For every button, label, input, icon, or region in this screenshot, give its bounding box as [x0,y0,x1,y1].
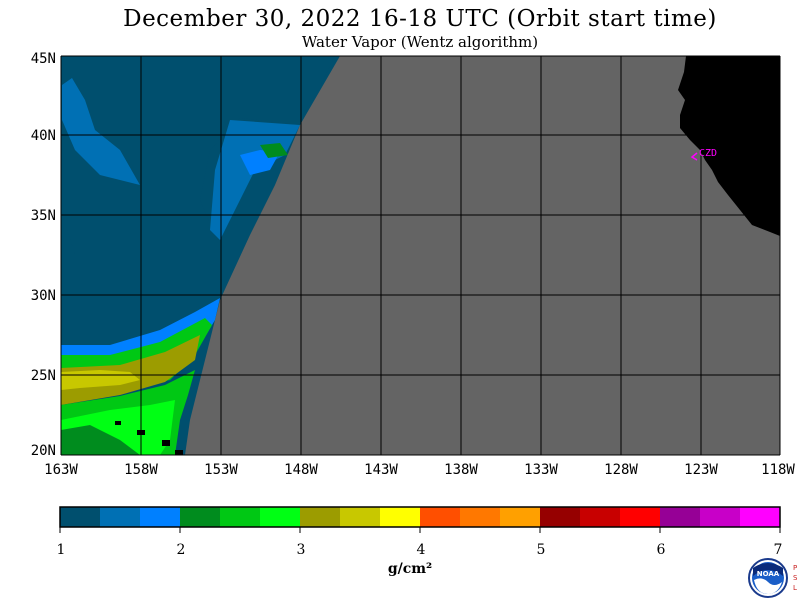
colorbar-unit-label: g/cm² [387,561,433,577]
colorbar-cell [180,507,221,527]
colorbar-cell [60,507,101,527]
psl-s: S [793,574,798,582]
lon-label: 163W [44,462,78,478]
station-label: CZD [699,148,717,159]
colorbar-cell [300,507,341,527]
map-subtitle: Water Vapor (Wentz algorithm) [301,33,539,51]
colorbar [60,507,781,527]
lon-label: 118W [761,462,795,478]
lon-label: 143W [364,462,398,478]
colorbar-cell [580,507,621,527]
station-marker: CZD [690,148,717,161]
colorbar-tick-label: 3 [297,542,306,558]
colorbar-cell [500,507,541,527]
lon-label: 133W [524,462,558,478]
colorbar-ticks [59,527,781,533]
colorbar-cell [380,507,421,527]
psl-p: P [793,564,797,572]
logo-text: NOAA [757,570,780,578]
colorbar-tick-label: 6 [657,542,666,558]
lat-label: 25N [31,368,56,384]
colorbar-cell [220,507,261,527]
lon-label: 153W [204,462,238,478]
colorbar-cell [740,507,781,527]
colorbar-tick-label: 4 [417,542,426,558]
longitude-labels: 163W 158W 153W 148W 143W 138W 133W 128W … [44,462,795,478]
colorbar-cell [660,507,701,527]
colorbar-cell [140,507,181,527]
lon-label: 128W [604,462,638,478]
colorbar-tick-label: 7 [774,542,783,558]
colorbar-cell [540,507,581,527]
lat-label: 20N [31,443,56,459]
noaa-logo: NOAA P S L [748,558,798,598]
colorbar-cell [340,507,381,527]
colorbar-labels: 1 2 3 4 5 6 7 [57,542,783,558]
psl-l: L [793,584,797,592]
map-title: December 30, 2022 16-18 UTC (Orbit start… [123,6,717,32]
colorbar-cell [620,507,661,527]
colorbar-cell [700,507,741,527]
colorbar-cell [420,507,461,527]
colorbar-cell [100,507,141,527]
colorbar-cell [260,507,301,527]
lat-label: 45N [31,51,56,67]
lat-label: 40N [31,128,56,144]
lon-label: 123W [684,462,718,478]
graticule [60,55,781,456]
colorbar-tick-label: 2 [177,542,186,558]
lon-label: 158W [124,462,158,478]
colorbar-tick-label: 5 [537,542,546,558]
lat-label: 35N [31,208,56,224]
colorbar-cell [460,507,501,527]
latitude-labels: 45N 40N 35N 30N 25N 20N [31,51,56,459]
lat-label: 30N [31,288,56,304]
water-vapor-field [61,56,780,455]
lon-label: 148W [284,462,318,478]
colorbar-tick-label: 1 [57,542,66,558]
lon-label: 138W [444,462,478,478]
